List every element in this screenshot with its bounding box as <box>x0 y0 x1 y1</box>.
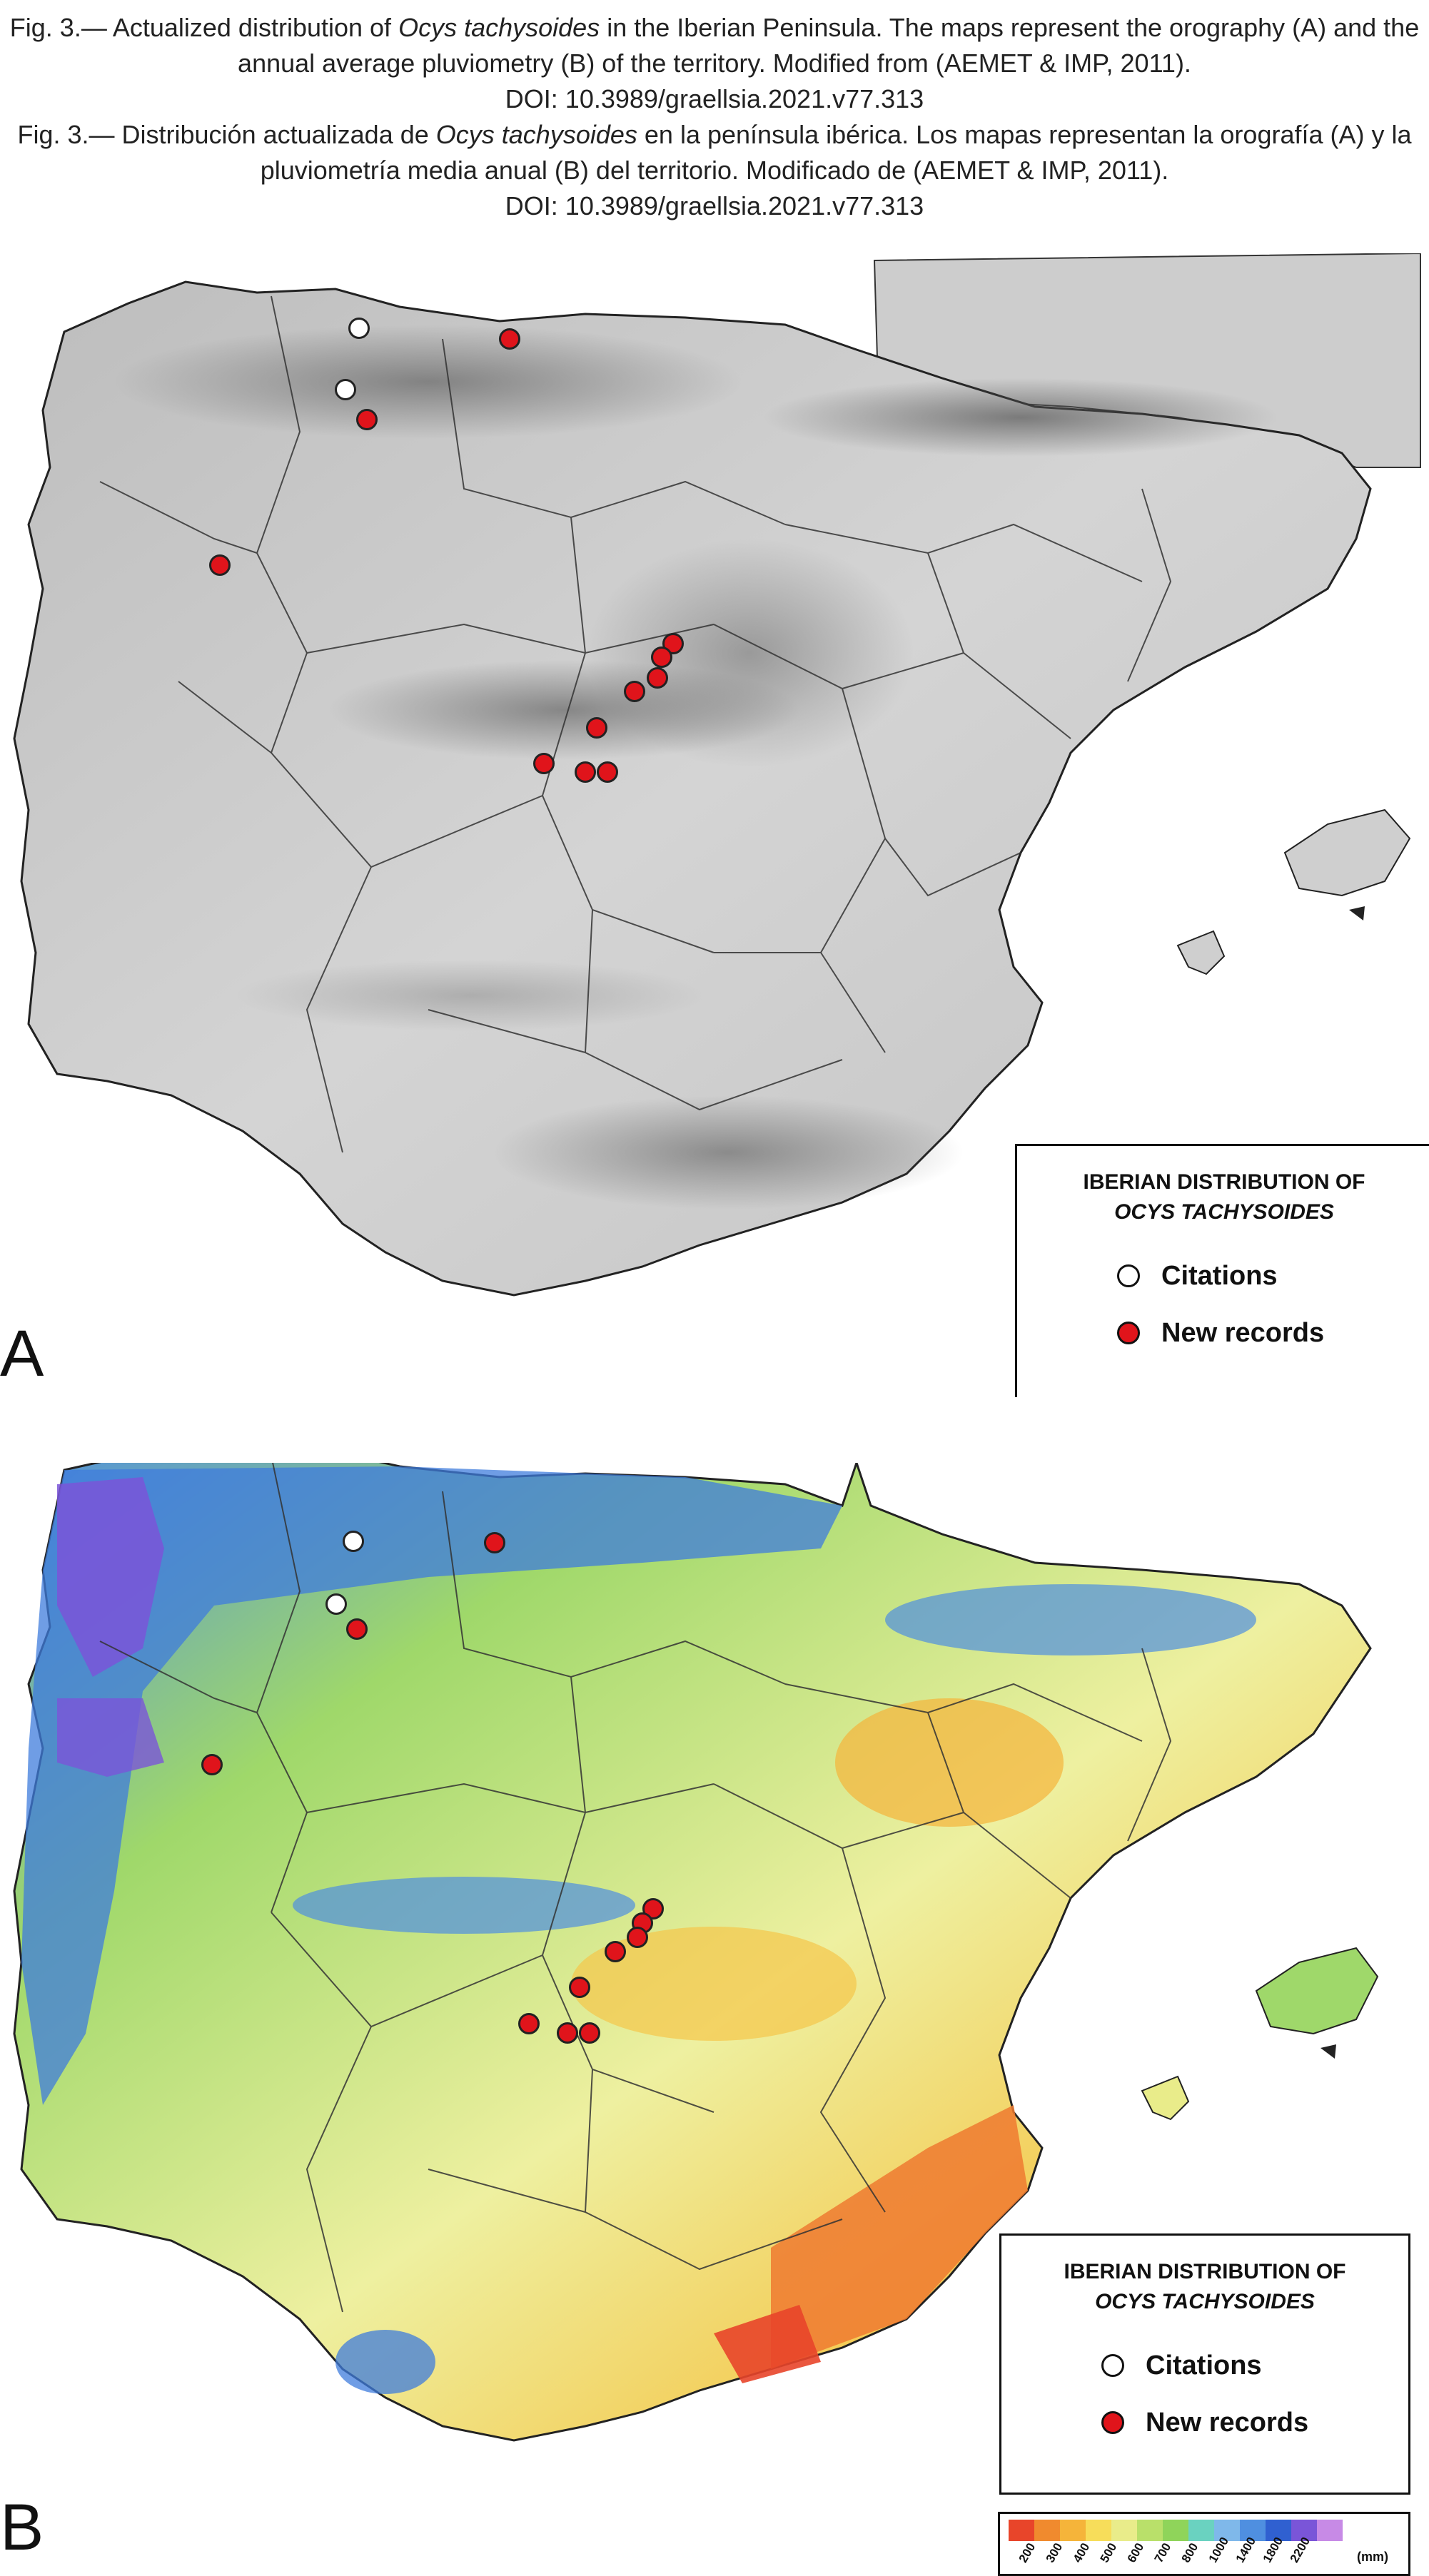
legend-title-a: IBERIAN DISTRIBUTION OF OCYS TACHYSOIDES <box>1083 1170 1365 1224</box>
color-swatch <box>1009 2520 1034 2541</box>
scale-tick-label: 800 <box>1178 2540 1201 2565</box>
scale-tick-label: 600 <box>1124 2540 1147 2565</box>
rainfall-map <box>13 1463 1379 2442</box>
caption-english: Fig. 3.— Actualized distribution of Ocys… <box>9 13 1420 78</box>
red-dot-icon <box>1101 2411 1124 2434</box>
new-record-point <box>557 2022 578 2044</box>
scale-tick-label: 700 <box>1151 2540 1174 2565</box>
new-record-point <box>499 328 520 350</box>
ibiza-island-b <box>1141 2075 1190 2121</box>
provincial-borders <box>99 295 1172 1153</box>
scale-tick-label: 300 <box>1043 2540 1066 2565</box>
scale-tick-label: 200 <box>1016 2540 1039 2565</box>
very-wet-minho <box>57 1698 164 1777</box>
new-record-point <box>597 761 618 783</box>
caption-species-en: Ocys tachysoides <box>398 13 600 42</box>
new-record-point <box>569 1977 590 1998</box>
color-swatch <box>1317 2520 1343 2541</box>
very-wet-galicia <box>57 1477 164 1677</box>
mallorca-island-b <box>1255 1947 1379 2035</box>
driest-almeria <box>714 2305 821 2383</box>
caption-species-es: Ocys tachysoides <box>435 120 637 149</box>
color-swatch <box>1188 2520 1214 2541</box>
provincial-borders-b <box>99 1463 1172 2313</box>
color-swatch <box>1086 2520 1111 2541</box>
rainfall-color-scale: 200 300 400 500 600 700 800 1000 1400 1800 2200 (mm… <box>998 2512 1410 2576</box>
color-swatch <box>1163 2520 1188 2541</box>
map-panel-pluviometry: B IBERIAN DISTRIBUTION OF OCYS TACHYSOID… <box>0 1463 1429 2576</box>
white-dot-icon <box>1101 2354 1124 2377</box>
iberia-landmass <box>13 280 1372 1297</box>
color-swatch <box>1266 2520 1291 2541</box>
new-record-point <box>586 717 607 739</box>
ibiza-island <box>1176 930 1226 975</box>
color-swatch <box>1240 2520 1266 2541</box>
new-record-point <box>579 2022 600 2044</box>
legend-item-new-records-b: New records <box>1101 2407 1308 2438</box>
color-scale-swatches <box>1009 2520 1343 2541</box>
betic-range <box>493 1095 964 1210</box>
new-record-point <box>518 2013 540 2034</box>
dry-southeast <box>771 2105 1028 2369</box>
scale-tick-label: 400 <box>1070 2540 1093 2565</box>
new-record-point <box>575 761 596 783</box>
new-record-point <box>201 1754 223 1775</box>
caption-doi-es: DOI: 10.3989/graellsia.2021.v77.313 <box>505 191 924 220</box>
new-record-point <box>209 554 231 576</box>
caption-doi-en: DOI: 10.3989/graellsia.2021.v77.313 <box>505 84 924 113</box>
citation-point <box>325 1593 347 1615</box>
scale-unit-label: (mm) <box>1357 2550 1388 2564</box>
menorca-island <box>1349 906 1365 921</box>
color-swatch <box>1111 2520 1137 2541</box>
citation-point <box>348 318 370 339</box>
color-swatch <box>1214 2520 1240 2541</box>
wet-grazalema <box>335 2330 435 2394</box>
new-record-point <box>651 646 672 668</box>
figure-caption: Fig. 3.— Actualized distribution of Ocys… <box>0 10 1429 224</box>
color-swatch <box>1060 2520 1086 2541</box>
color-swatch <box>1034 2520 1060 2541</box>
citation-point <box>335 379 356 400</box>
dry-ebro <box>835 1698 1064 1827</box>
citation-point <box>343 1531 364 1552</box>
mallorca-island <box>1283 808 1411 897</box>
white-dot-icon <box>1117 1264 1140 1287</box>
legend-item-citations-b: Citations <box>1101 2350 1262 2381</box>
color-swatch <box>1137 2520 1163 2541</box>
sierra-morena <box>236 960 707 1031</box>
new-record-point <box>605 1941 626 1962</box>
new-record-point <box>533 753 555 774</box>
new-record-point <box>484 1532 505 1553</box>
legend-item-new-records-a: New records <box>1117 1317 1324 1349</box>
caption-spanish: Fig. 3.— Distribución actualizada de Ocy… <box>17 120 1412 185</box>
new-record-point <box>624 681 645 702</box>
wet-pyrenees <box>885 1584 1256 1655</box>
panel-label-a: A <box>0 1317 44 1390</box>
legend-a: IBERIAN DISTRIBUTION OF OCYS TACHYSOIDES… <box>1015 1144 1429 1397</box>
red-dot-icon <box>1117 1322 1140 1344</box>
legend-title-b: IBERIAN DISTRIBUTION OF OCYS TACHYSOIDES <box>1064 2260 1346 2313</box>
map-panel-orography: A IBERIAN DISTRIBUTION OF OCYS TACHYSOID… <box>0 253 1429 1397</box>
iberian-system <box>585 539 914 767</box>
new-record-point <box>356 409 378 430</box>
new-record-point <box>346 1618 368 1640</box>
legend-item-citations-a: Citations <box>1117 1260 1278 1292</box>
wet-central-system <box>293 1877 635 1934</box>
scale-tick-label: 500 <box>1097 2540 1120 2565</box>
legend-b: IBERIAN DISTRIBUTION OF OCYS TACHYSOIDES… <box>999 2233 1410 2495</box>
pyrenees-range <box>764 378 1278 457</box>
relief-map <box>13 253 1421 1297</box>
color-swatch <box>1291 2520 1317 2541</box>
menorca-island-b <box>1321 2044 1336 2059</box>
panel-label-b: B <box>0 2491 44 2564</box>
dry-la-mancha <box>571 1927 857 2041</box>
cantabrian-range <box>114 325 742 439</box>
new-record-point <box>647 667 668 689</box>
new-record-point <box>627 1927 648 1948</box>
